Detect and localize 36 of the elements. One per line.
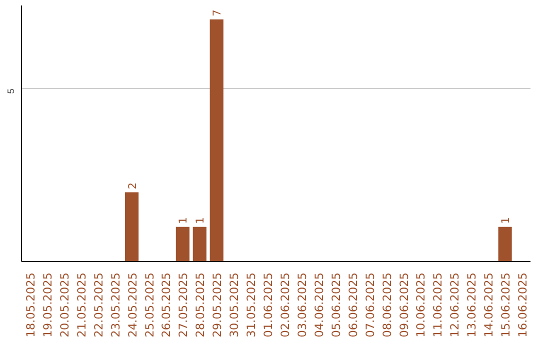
x-tick-label: 25.05.2025 xyxy=(142,272,156,338)
x-tick-label: 30.05.2025 xyxy=(227,272,242,338)
x-tick-label: 02.06.2025 xyxy=(278,272,292,338)
x-tick-label: 18.05.2025 xyxy=(23,272,38,338)
x-tick-label: 16.06.2025 xyxy=(516,272,530,338)
x-tick-label: 14.06.2025 xyxy=(482,272,496,338)
x-tick-label: 06.06.2025 xyxy=(346,272,360,338)
x-tick-label: 31.05.2025 xyxy=(244,272,258,338)
x-tick-label: 29.05.2025 xyxy=(210,272,224,338)
x-tick-label: 27.05.2025 xyxy=(176,272,190,338)
data-label: 1 xyxy=(499,217,512,224)
x-tick-label: 01.06.2025 xyxy=(261,272,276,338)
x-tick-label: 23.05.2025 xyxy=(108,272,122,338)
data-label: 1 xyxy=(194,217,207,224)
x-tick-label: 12.06.2025 xyxy=(448,272,462,338)
x-tick-label: 11.06.2025 xyxy=(430,272,445,338)
x-tick-label: 08.06.2025 xyxy=(380,272,394,338)
data-label: 1 xyxy=(176,217,190,224)
x-tick-label: 13.06.2025 xyxy=(464,272,479,338)
data-label: 7 xyxy=(210,10,224,16)
x-tick-label: 15.06.2025 xyxy=(498,272,513,338)
y-tick-label: 5 xyxy=(6,88,16,94)
x-tick-label: 05.06.2025 xyxy=(328,272,343,338)
data-label: 2 xyxy=(126,182,139,190)
x-tick-label: 22.05.2025 xyxy=(91,272,106,338)
x-tick-label: 21.05.2025 xyxy=(74,272,88,338)
x-tick-label: 26.05.2025 xyxy=(159,272,174,338)
x-tick-label: 09.06.2025 xyxy=(396,272,411,338)
x-tick-label: 10.06.2025 xyxy=(414,272,428,338)
x-tick-label: 19.05.2025 xyxy=(40,272,54,338)
x-tick-label: 20.05.2025 xyxy=(57,272,72,338)
x-tick-label: 04.06.2025 xyxy=(312,272,326,338)
x-tick-label: 28.05.2025 xyxy=(193,272,208,338)
x-tick-label: 24.05.2025 xyxy=(125,272,140,338)
x-tick-label: 07.06.2025 xyxy=(362,272,377,338)
x-tick-label: 03.06.2025 xyxy=(294,272,309,338)
